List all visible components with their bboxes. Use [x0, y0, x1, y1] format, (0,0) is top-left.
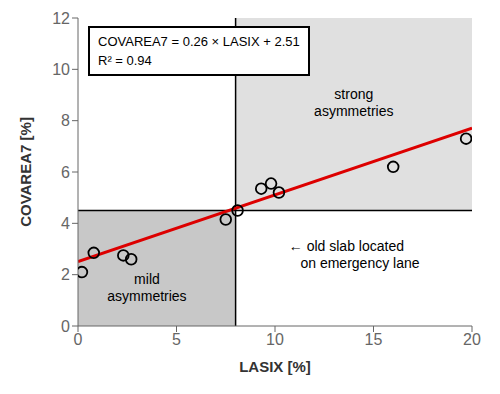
- svg-text:0: 0: [74, 331, 83, 348]
- svg-text:12: 12: [52, 10, 70, 27]
- svg-text:mildasymmetries: mildasymmetries: [107, 271, 186, 304]
- svg-text:6: 6: [61, 164, 70, 181]
- svg-text:strongasymmetries: strongasymmetries: [314, 86, 393, 119]
- html-text:COVAREA7 = 0.26 × LASIX + 2.51: COVAREA7 = 0.26 × LASIX + 2.51: [98, 34, 300, 49]
- svg-text:8: 8: [61, 112, 70, 129]
- svg-text:← old slab located on emerge: ← old slab located on emergency lane: [289, 239, 420, 272]
- svg-text:10: 10: [52, 61, 70, 78]
- svg-text:2: 2: [61, 266, 70, 283]
- svg-text:0: 0: [61, 318, 70, 335]
- svg-text:15: 15: [365, 331, 383, 348]
- svg-text:4: 4: [61, 215, 70, 232]
- svg-text:5: 5: [172, 331, 181, 348]
- svg-text:LASIX [%]: LASIX [%]: [239, 358, 311, 375]
- svg-text:COVAREA7 [%]: COVAREA7 [%]: [17, 117, 34, 227]
- svg-text:20: 20: [463, 331, 481, 348]
- svg-text:10: 10: [266, 331, 284, 348]
- html-text:R² = 0.94: R² = 0.94: [98, 53, 152, 68]
